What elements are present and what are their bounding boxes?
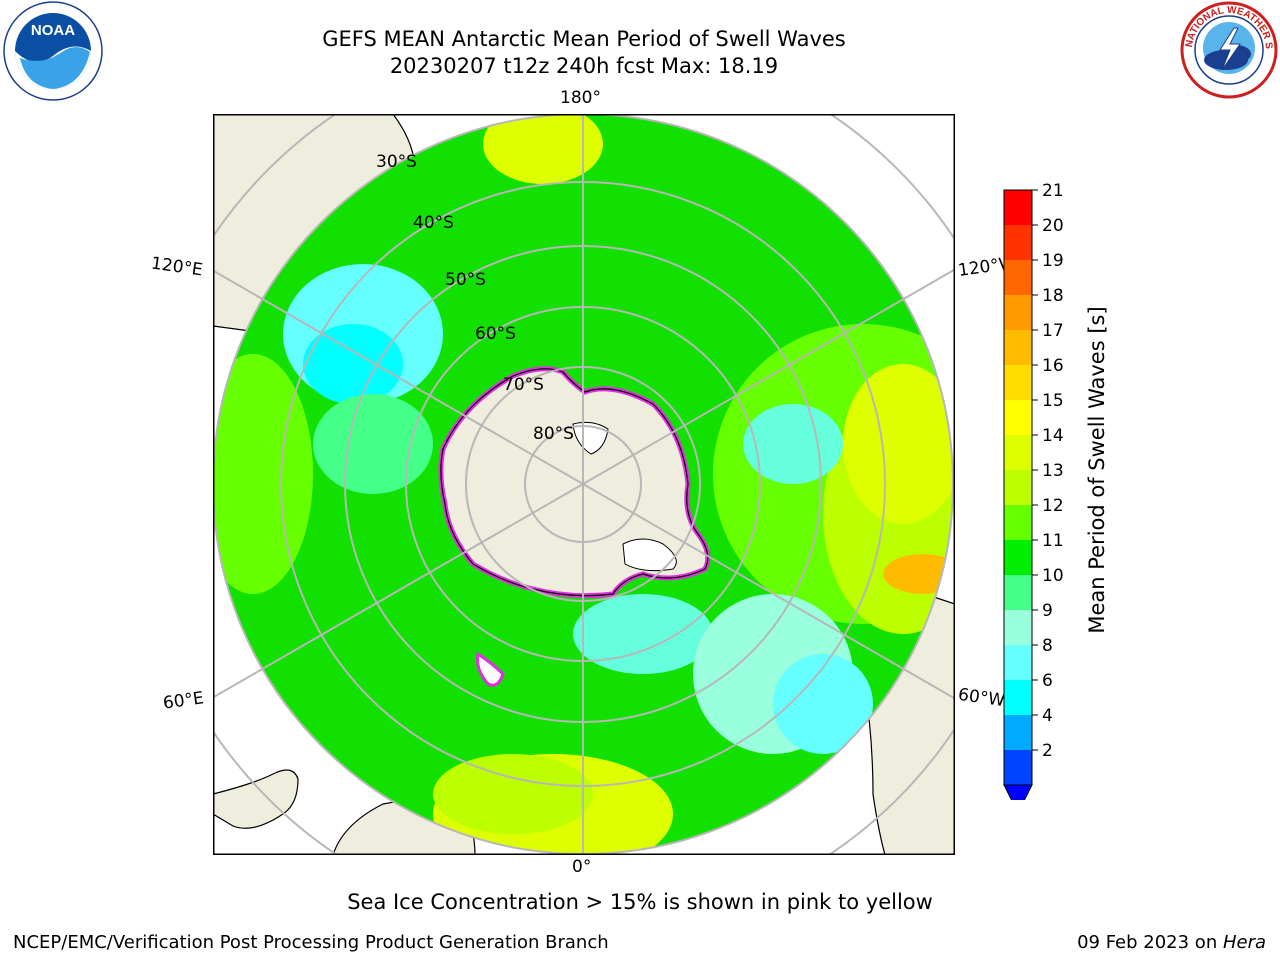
colorbar-segment bbox=[1004, 365, 1032, 400]
noaa-logo-text: NOAA bbox=[31, 22, 75, 39]
lat-label-30s: 30°S bbox=[376, 152, 417, 172]
colorbar-tick-label: 11 bbox=[1042, 531, 1064, 551]
colorbar: 21 20 19 18 17 16 15 14 13 12 11 10 9 8 6 4 2 bbox=[990, 180, 1130, 815]
colorbar-tick-label: 21 bbox=[1042, 181, 1064, 201]
colorbar-segment bbox=[1004, 645, 1032, 680]
lon-label-180: 180° bbox=[560, 88, 601, 108]
colorbar-segment bbox=[1004, 750, 1032, 785]
nws-logo: NATIONAL WEATHER SERVICE bbox=[1174, 0, 1280, 100]
colorbar-segment bbox=[1004, 435, 1032, 470]
lon-label-120e: 120°E bbox=[149, 253, 204, 281]
colorbar-segment bbox=[1004, 505, 1032, 540]
polar-map bbox=[213, 114, 955, 855]
colorbar-frame bbox=[1003, 189, 1033, 785]
colorbar-tick-label: 19 bbox=[1042, 251, 1064, 271]
colorbar-tick-label: 8 bbox=[1042, 636, 1053, 656]
footer-credit: NCEP/EMC/Verification Post Processing Pr… bbox=[13, 932, 609, 953]
colorbar-segment bbox=[1004, 575, 1032, 610]
colorbar-tick-label: 20 bbox=[1042, 216, 1064, 236]
colorbar-segment bbox=[1004, 715, 1032, 750]
footer-date-text: 09 Feb 2023 on bbox=[1077, 932, 1223, 953]
colorbar-tick-label: 13 bbox=[1042, 461, 1064, 481]
colorbar-segment bbox=[1004, 540, 1032, 575]
sea-ice-caption: Sea Ice Concentration > 15% is shown in … bbox=[347, 890, 933, 914]
colorbar-tick-label: 4 bbox=[1042, 706, 1053, 726]
lat-label-80s: 80°S bbox=[533, 424, 574, 444]
colorbar-segment bbox=[1004, 330, 1032, 365]
colorbar-segment bbox=[1004, 295, 1032, 330]
colorbar-segment bbox=[1004, 610, 1032, 645]
colorbar-tick-label: 10 bbox=[1042, 566, 1064, 586]
lat-label-70s: 70°S bbox=[503, 375, 544, 395]
colorbar-tick-label: 9 bbox=[1042, 601, 1053, 621]
colorbar-segment bbox=[1004, 225, 1032, 260]
colorbar-segment bbox=[1004, 400, 1032, 435]
lon-label-60e: 60°E bbox=[161, 688, 206, 714]
lat-label-60s: 60°S bbox=[475, 324, 516, 344]
colorbar-tick-label: 17 bbox=[1042, 321, 1064, 341]
colorbar-tick-label: 2 bbox=[1042, 741, 1053, 761]
colorbar-segment bbox=[1004, 470, 1032, 505]
lat-label-50s: 50°S bbox=[445, 270, 486, 290]
noaa-logo: NOAA bbox=[2, 0, 104, 102]
footer-host: Hera bbox=[1222, 932, 1266, 953]
colorbar-tick-label: 6 bbox=[1042, 671, 1053, 691]
colorbar-extend-arrow bbox=[1003, 784, 1033, 815]
colorbar-segment bbox=[1004, 680, 1032, 715]
colorbar-segment bbox=[1004, 190, 1032, 225]
footer-date: 09 Feb 2023 on Hera bbox=[1077, 932, 1266, 953]
lon-label-0: 0° bbox=[572, 857, 592, 877]
colorbar-title: Mean Period of Swell Waves [s] bbox=[1085, 306, 1109, 634]
colorbar-segment bbox=[1004, 260, 1032, 295]
map-title: GEFS MEAN Antarctic Mean Period of Swell… bbox=[322, 27, 846, 51]
lat-label-40s: 40°S bbox=[413, 213, 454, 233]
colorbar-tick-label: 15 bbox=[1042, 391, 1064, 411]
colorbar-tick-label: 16 bbox=[1042, 356, 1064, 376]
colorbar-tick-label: 12 bbox=[1042, 496, 1064, 516]
map-subtitle: 20230207 t12z 240h fcst Max: 18.19 bbox=[389, 54, 779, 78]
colorbar-tick-label: 14 bbox=[1042, 426, 1064, 446]
colorbar-tick-label: 18 bbox=[1042, 286, 1064, 306]
